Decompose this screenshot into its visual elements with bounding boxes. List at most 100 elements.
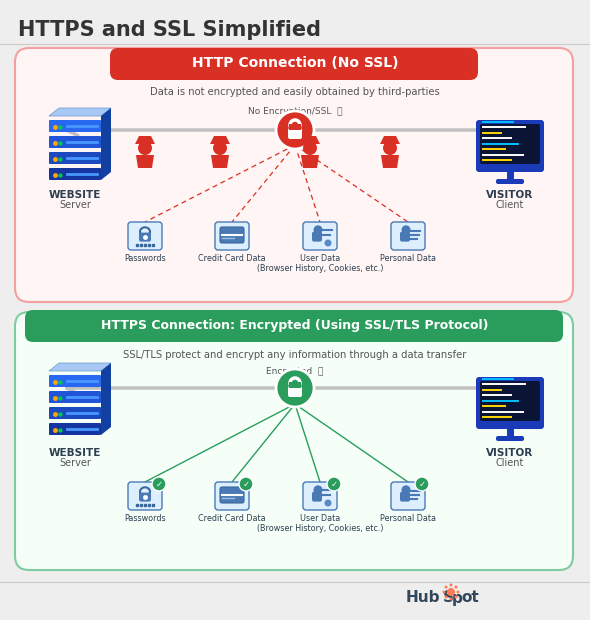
FancyBboxPatch shape (476, 377, 544, 429)
Ellipse shape (402, 485, 411, 494)
FancyBboxPatch shape (139, 232, 151, 242)
FancyBboxPatch shape (110, 48, 478, 80)
Ellipse shape (303, 141, 317, 155)
Text: Hub: Hub (406, 590, 441, 606)
Text: Encrypted  🔒: Encrypted 🔒 (266, 368, 324, 376)
Ellipse shape (442, 590, 445, 593)
Ellipse shape (454, 595, 457, 598)
FancyBboxPatch shape (128, 482, 162, 510)
Text: Passwords: Passwords (124, 514, 166, 523)
Ellipse shape (450, 583, 453, 587)
Text: Personal Data: Personal Data (380, 254, 436, 263)
FancyBboxPatch shape (400, 232, 410, 242)
FancyBboxPatch shape (49, 407, 101, 419)
Polygon shape (300, 136, 320, 144)
FancyBboxPatch shape (215, 482, 249, 510)
FancyBboxPatch shape (49, 375, 101, 387)
FancyBboxPatch shape (215, 222, 249, 250)
FancyBboxPatch shape (288, 386, 302, 397)
Text: User Data
(Browser History, Cookies, etc.): User Data (Browser History, Cookies, etc… (257, 254, 384, 273)
FancyBboxPatch shape (49, 391, 101, 403)
FancyBboxPatch shape (312, 492, 322, 502)
Polygon shape (49, 108, 111, 116)
Text: HTTPS and SSL Simplified: HTTPS and SSL Simplified (18, 20, 321, 40)
FancyBboxPatch shape (496, 179, 524, 184)
Ellipse shape (447, 588, 455, 596)
Ellipse shape (454, 585, 457, 588)
Ellipse shape (324, 500, 332, 507)
Polygon shape (301, 155, 319, 168)
Ellipse shape (457, 590, 460, 593)
Text: VISITOR: VISITOR (486, 190, 533, 200)
Ellipse shape (213, 141, 227, 155)
Polygon shape (101, 108, 111, 180)
Ellipse shape (239, 477, 253, 491)
Text: Personal Data: Personal Data (380, 514, 436, 523)
Text: ✓: ✓ (156, 479, 162, 489)
Polygon shape (211, 155, 229, 168)
Text: Client: Client (496, 458, 524, 468)
Text: ✓: ✓ (330, 479, 337, 489)
FancyBboxPatch shape (391, 222, 425, 250)
Polygon shape (210, 136, 230, 144)
FancyBboxPatch shape (139, 493, 151, 502)
FancyBboxPatch shape (312, 232, 322, 242)
Ellipse shape (324, 239, 332, 247)
FancyBboxPatch shape (220, 487, 244, 503)
Text: SSL/TLS protect and encrypt any information through a data transfer: SSL/TLS protect and encrypt any informat… (123, 350, 467, 360)
Text: No Encryption/SSL  🔒: No Encryption/SSL 🔒 (248, 107, 342, 117)
Ellipse shape (138, 141, 152, 155)
Ellipse shape (402, 225, 411, 234)
Text: Server: Server (59, 458, 91, 468)
FancyBboxPatch shape (480, 124, 540, 164)
FancyBboxPatch shape (49, 120, 101, 132)
Text: WEBSITE: WEBSITE (49, 190, 101, 200)
Ellipse shape (276, 111, 314, 149)
Text: ot: ot (461, 590, 478, 606)
Polygon shape (101, 363, 111, 435)
Text: Server: Server (59, 200, 91, 210)
FancyBboxPatch shape (400, 492, 410, 502)
Polygon shape (380, 136, 400, 144)
Text: Passwords: Passwords (124, 254, 166, 263)
FancyBboxPatch shape (49, 136, 101, 148)
FancyBboxPatch shape (476, 120, 544, 172)
Ellipse shape (313, 225, 323, 234)
FancyBboxPatch shape (15, 312, 573, 570)
FancyBboxPatch shape (391, 482, 425, 510)
Text: p: p (452, 590, 463, 606)
Polygon shape (49, 363, 111, 371)
FancyBboxPatch shape (289, 124, 301, 130)
Ellipse shape (415, 477, 429, 491)
Ellipse shape (152, 477, 166, 491)
Text: Client: Client (496, 200, 524, 210)
Text: ✓: ✓ (418, 479, 425, 489)
FancyBboxPatch shape (480, 381, 540, 421)
FancyBboxPatch shape (289, 382, 301, 388)
FancyBboxPatch shape (288, 128, 302, 139)
Text: ✓: ✓ (242, 479, 250, 489)
Ellipse shape (450, 598, 453, 601)
Text: Credit Card Data: Credit Card Data (198, 254, 266, 263)
FancyBboxPatch shape (49, 168, 101, 180)
Text: S: S (443, 590, 454, 606)
Ellipse shape (444, 595, 448, 598)
Text: HTTPS Connection: Encrypted (Using SSL/TLS Protocol): HTTPS Connection: Encrypted (Using SSL/T… (101, 319, 489, 332)
Ellipse shape (383, 141, 397, 155)
FancyBboxPatch shape (128, 222, 162, 250)
FancyBboxPatch shape (303, 222, 337, 250)
FancyBboxPatch shape (220, 227, 244, 243)
Text: HTTP Connection (No SSL): HTTP Connection (No SSL) (192, 56, 398, 70)
Text: Data is not encrypted and easily obtained by third-parties: Data is not encrypted and easily obtaine… (150, 87, 440, 97)
FancyBboxPatch shape (496, 436, 524, 441)
Polygon shape (136, 155, 154, 168)
FancyBboxPatch shape (15, 48, 573, 302)
Ellipse shape (276, 369, 314, 407)
FancyBboxPatch shape (49, 152, 101, 164)
Text: Credit Card Data: Credit Card Data (198, 514, 266, 523)
Text: VISITOR: VISITOR (486, 448, 533, 458)
Ellipse shape (444, 585, 448, 588)
Text: User Data
(Browser History, Cookies, etc.): User Data (Browser History, Cookies, etc… (257, 514, 384, 533)
Text: WEBSITE: WEBSITE (49, 448, 101, 458)
FancyBboxPatch shape (303, 482, 337, 510)
